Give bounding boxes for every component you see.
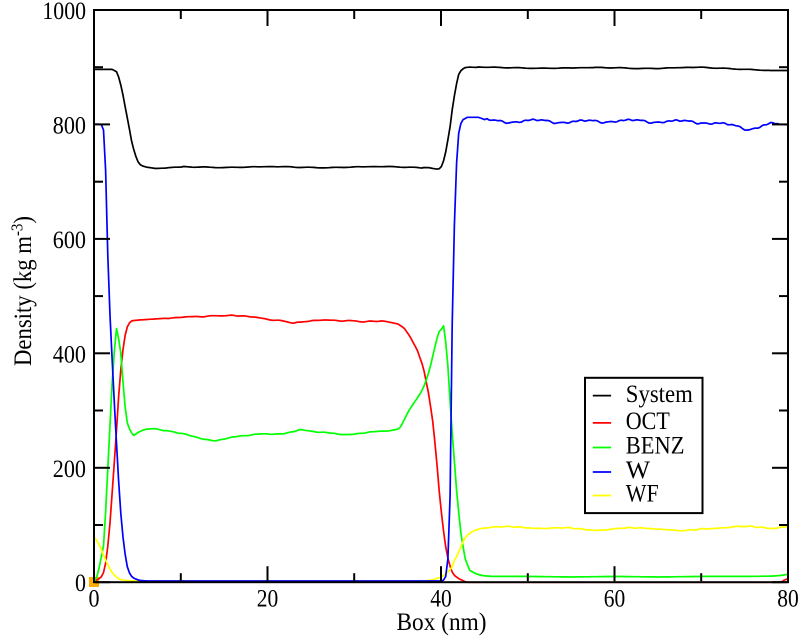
svg-text:OCT: OCT bbox=[626, 408, 670, 435]
svg-text:Density (kg m-3): Density (kg m-3) bbox=[8, 216, 38, 366]
svg-text:0: 0 bbox=[75, 570, 86, 597]
svg-text:80: 80 bbox=[777, 586, 799, 613]
svg-text:System: System bbox=[626, 381, 694, 408]
svg-text:600: 600 bbox=[53, 227, 86, 254]
svg-text:200: 200 bbox=[53, 456, 86, 483]
svg-text:1000: 1000 bbox=[42, 0, 86, 25]
svg-text:W: W bbox=[626, 457, 651, 484]
svg-text:20: 20 bbox=[257, 586, 279, 613]
svg-text:BENZ: BENZ bbox=[626, 433, 685, 460]
svg-text:40: 40 bbox=[430, 586, 452, 613]
svg-text:800: 800 bbox=[53, 112, 86, 139]
svg-text:Box (nm): Box (nm) bbox=[397, 609, 487, 636]
svg-text:WF: WF bbox=[626, 481, 659, 508]
svg-text:0: 0 bbox=[89, 586, 100, 613]
svg-text:60: 60 bbox=[604, 586, 626, 613]
svg-text:400: 400 bbox=[53, 341, 86, 368]
